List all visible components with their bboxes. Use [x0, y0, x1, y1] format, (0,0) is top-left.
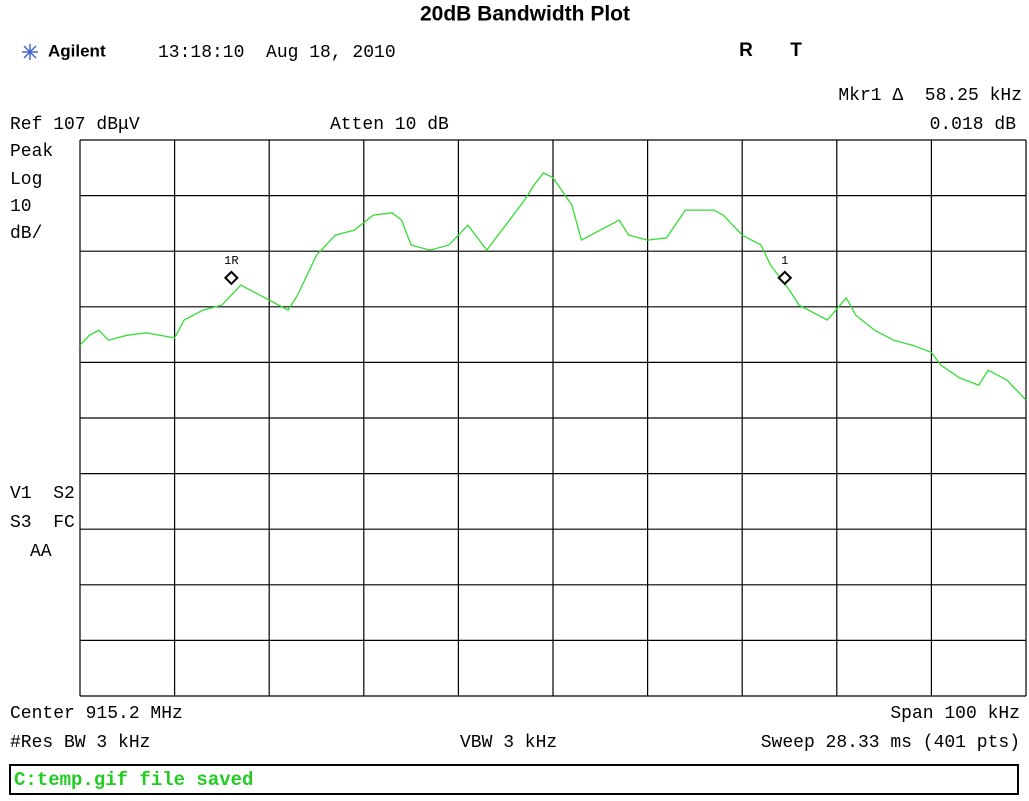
status-label: AA [30, 542, 52, 562]
scale-label: 10 [10, 197, 32, 217]
status-message: C:temp.gif file saved [14, 769, 253, 791]
center-freq: Center 915.2 MHz [10, 704, 183, 724]
marker-label: 1 [781, 254, 788, 268]
marker-delta: 0.018 dB [930, 115, 1017, 135]
sweep: Sweep 28.33 ms (401 pts) [761, 733, 1020, 753]
agilent-logo [22, 44, 38, 60]
res-bw: #Res BW 3 kHz [10, 733, 150, 753]
vbw: VBW 3 kHz [460, 733, 557, 753]
trace [79, 171, 1027, 401]
flag-r: R [739, 40, 753, 61]
attenuation: Atten 10 dB [330, 115, 449, 135]
status-bar [9, 764, 1019, 795]
marker [777, 270, 793, 286]
status-label: S3 FC [10, 513, 75, 533]
ref-level: Ref 107 dBμV [10, 115, 140, 135]
scale-label: Log [10, 170, 42, 190]
marker-readout: Mkr1 Δ 58.25 kHz [838, 86, 1022, 106]
scale-label: dB/ [10, 224, 42, 244]
plot-area: 1R 1 [79, 139, 1027, 697]
scale-label: Peak [10, 142, 53, 162]
timestamp: 13:18:10 Aug 18, 2010 [158, 43, 396, 63]
status-label: V1 S2 [10, 484, 75, 504]
span: Span 100 kHz [890, 704, 1020, 724]
marker-label: 1R [224, 254, 238, 268]
flag-t: T [790, 40, 802, 61]
brand: Agilent [48, 41, 106, 60]
plot-title: 20dB Bandwidth Plot [420, 3, 630, 26]
marker [223, 270, 239, 286]
